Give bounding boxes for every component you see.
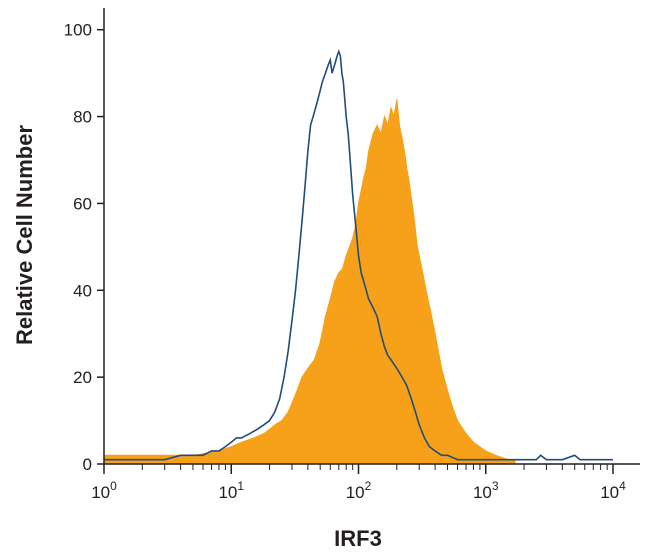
- y-tick-label: 0: [83, 455, 92, 474]
- isotype-control-histogram: [104, 49, 613, 461]
- x-tick-exponent: 3: [492, 479, 499, 493]
- y-tick-label: 80: [73, 108, 92, 127]
- irf3-stained-histogram: [103, 99, 516, 465]
- x-tick-base: 10: [473, 483, 492, 502]
- y-tick-label: 40: [73, 281, 92, 300]
- y-tick-label: 100: [64, 21, 92, 40]
- x-axis-ticks: 100 101 102 103 104: [91, 464, 626, 502]
- x-tick-base: 10: [346, 483, 365, 502]
- plot-area: [103, 49, 613, 465]
- x-tick-label: 103: [473, 479, 499, 502]
- x-tick-base: 10: [91, 483, 110, 502]
- y-axis-ticks: 0 20 40 60 80 100: [64, 21, 104, 474]
- x-tick-base: 10: [600, 483, 619, 502]
- x-tick-label: 100: [91, 479, 117, 502]
- x-tick-exponent: 2: [365, 479, 372, 493]
- x-axis-title: IRF3: [334, 526, 382, 551]
- x-tick-label: 102: [346, 479, 372, 502]
- x-tick-label: 104: [600, 479, 626, 502]
- x-tick-exponent: 1: [237, 479, 244, 493]
- y-axis-title: Relative Cell Number: [12, 125, 37, 346]
- x-tick-base: 10: [218, 483, 237, 502]
- x-tick-exponent: 0: [110, 479, 117, 493]
- x-tick-label: 101: [218, 479, 244, 502]
- x-tick-exponent: 4: [619, 479, 626, 493]
- y-tick-label: 60: [73, 194, 92, 213]
- y-tick-label: 20: [73, 368, 92, 387]
